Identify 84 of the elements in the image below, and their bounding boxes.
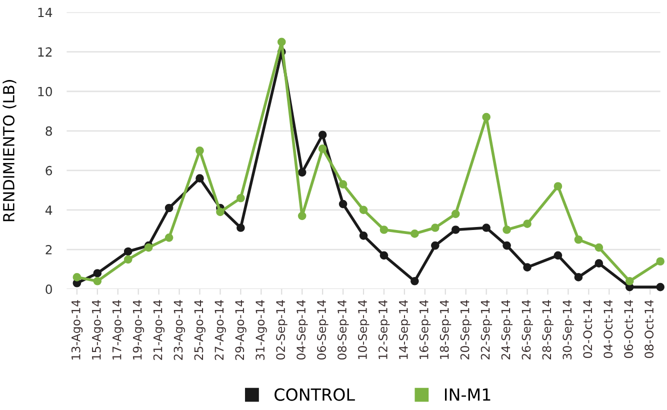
point bbox=[298, 168, 306, 177]
x-tick-label: 06-Oct-14 bbox=[624, 300, 634, 358]
x-tick-label: 04-Oct-14 bbox=[604, 300, 613, 358]
point bbox=[451, 226, 460, 234]
point bbox=[359, 232, 368, 240]
x-tick-label: 22-Sep-14 bbox=[480, 300, 492, 360]
point bbox=[236, 194, 245, 202]
point bbox=[523, 220, 532, 228]
point bbox=[380, 251, 388, 260]
point bbox=[277, 38, 286, 46]
legend-label: CONTROL bbox=[274, 388, 355, 401]
x-tick-label: 13-Ago-14 bbox=[71, 300, 83, 360]
point bbox=[216, 208, 224, 216]
x-tick-label: 30-Sep-14 bbox=[562, 300, 574, 360]
point bbox=[430, 241, 440, 250]
point bbox=[482, 224, 490, 232]
point bbox=[574, 235, 583, 244]
x-tick-label: 12-Sep-14 bbox=[378, 300, 390, 359]
point bbox=[410, 276, 419, 286]
x-tick-label: 29-Ago-14 bbox=[235, 300, 246, 360]
point bbox=[554, 182, 562, 190]
point bbox=[594, 243, 604, 252]
point bbox=[196, 146, 204, 155]
point bbox=[359, 206, 368, 214]
x-tick-label: 23-Ago-14 bbox=[174, 300, 185, 360]
x-tick-label: 14-Sep-14 bbox=[398, 300, 410, 359]
y-axis-title: RENDIMIENTO (LB) bbox=[2, 80, 16, 222]
y-tick-label: 14 bbox=[38, 8, 52, 18]
x-tick-label: 28-Sep-14 bbox=[542, 300, 554, 360]
point bbox=[164, 204, 174, 212]
x-tick-label: 21-Ago-14 bbox=[153, 300, 165, 360]
x-tick-label: 10-Sep-14 bbox=[358, 300, 370, 359]
y-tick-label: 2 bbox=[46, 244, 52, 254]
y-tick-label: 0 bbox=[46, 284, 52, 294]
x-tick-label: 17-Ago-14 bbox=[112, 300, 124, 360]
point bbox=[124, 247, 132, 256]
point bbox=[93, 276, 102, 286]
x-tick-label: 31-Ago-14 bbox=[256, 300, 267, 360]
point bbox=[124, 255, 132, 264]
x-tick-label: 02-Sep-14 bbox=[276, 300, 288, 360]
point bbox=[502, 241, 511, 250]
x-tick-label: 18-Sep-14 bbox=[440, 300, 452, 359]
point bbox=[410, 230, 419, 238]
y-tick-label: 6 bbox=[46, 166, 52, 176]
y-tick-label: 4 bbox=[45, 206, 52, 215]
point bbox=[625, 276, 634, 286]
y-tick-label: 10 bbox=[38, 86, 52, 96]
point bbox=[196, 174, 204, 183]
point bbox=[298, 212, 306, 220]
y-tick-label: 8 bbox=[46, 126, 52, 136]
x-tick-label: 20-Sep-14 bbox=[460, 300, 472, 360]
point bbox=[451, 210, 460, 218]
point bbox=[656, 257, 664, 266]
point bbox=[594, 259, 604, 268]
x-tick-label: 16-Sep-14 bbox=[419, 300, 431, 359]
point bbox=[482, 112, 490, 122]
x-tick-label: 26-Sep-14 bbox=[522, 300, 533, 360]
x-tick-label: 04-Sep-14 bbox=[296, 300, 308, 360]
point bbox=[656, 282, 664, 292]
x-tick-label: 02-Oct-14 bbox=[583, 300, 592, 358]
point bbox=[236, 224, 245, 232]
point bbox=[318, 130, 327, 140]
point bbox=[574, 273, 583, 282]
point bbox=[502, 226, 511, 234]
x-tick-label: 06-Sep-14 bbox=[317, 300, 328, 360]
point bbox=[338, 200, 348, 208]
point bbox=[523, 263, 532, 272]
point bbox=[72, 273, 82, 282]
point bbox=[318, 144, 327, 153]
x-tick-label: 19-Ago-14 bbox=[132, 300, 144, 360]
point bbox=[380, 226, 388, 234]
x-tick-label: 15-Ago-14 bbox=[92, 300, 104, 360]
point bbox=[554, 251, 562, 260]
x-tick-label: 24-Sep-14 bbox=[501, 300, 513, 360]
x-tick-label: 25-Ago-14 bbox=[194, 300, 206, 360]
x-tick-label: 08-Oct-14 bbox=[644, 300, 654, 358]
y-tick-label: 12 bbox=[38, 47, 52, 57]
point bbox=[93, 269, 102, 278]
legend-label: IN-M1 bbox=[444, 388, 490, 401]
point bbox=[164, 233, 174, 242]
x-tick-label: 08-Sep-14 bbox=[338, 300, 349, 360]
x-tick-label: 27-Ago-14 bbox=[214, 300, 226, 360]
point bbox=[430, 224, 440, 232]
point bbox=[338, 180, 348, 188]
